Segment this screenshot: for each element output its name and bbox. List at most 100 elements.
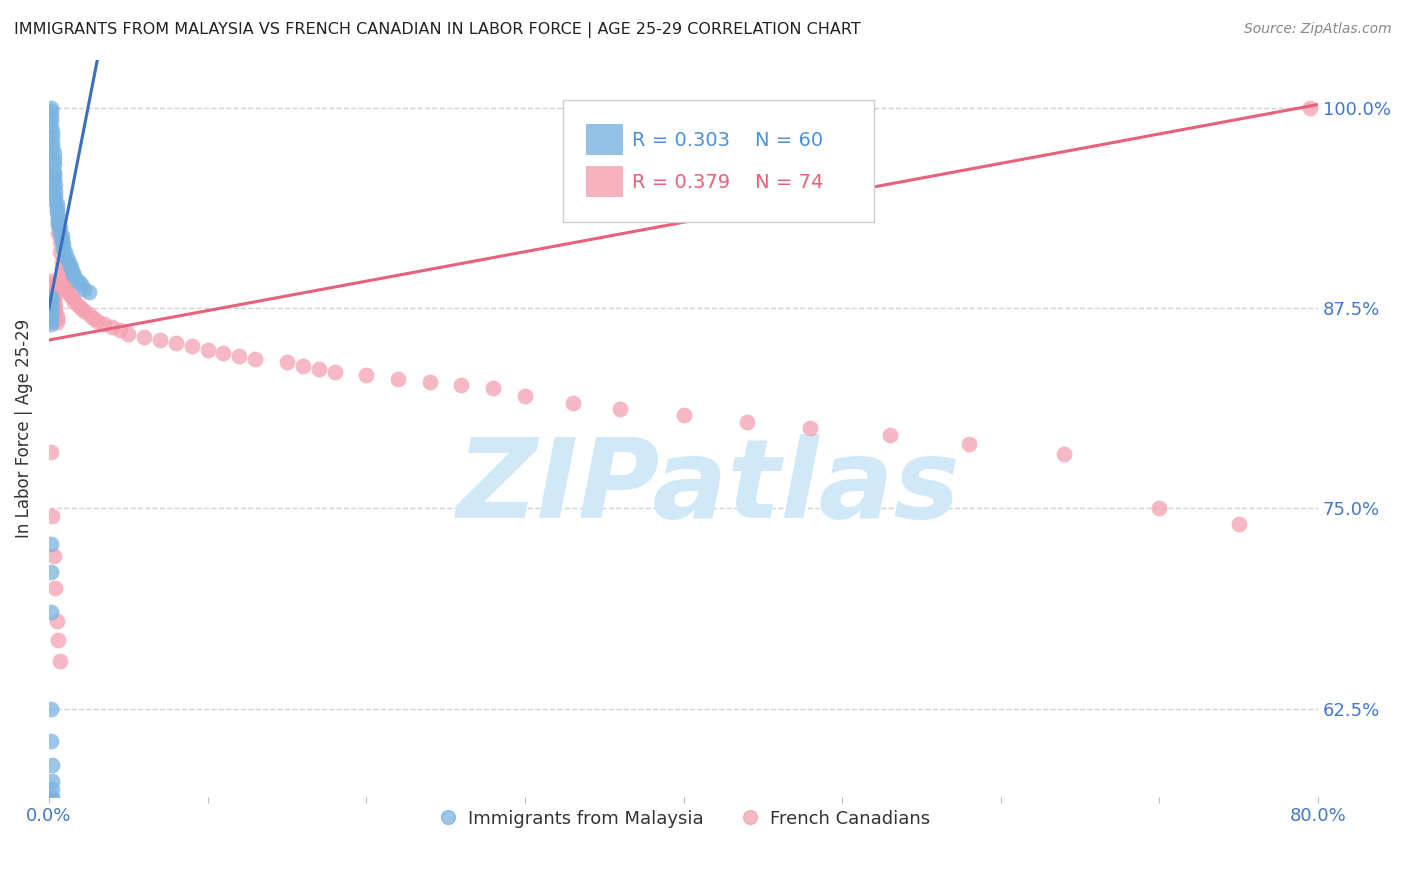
Point	[482, 381, 505, 395]
Point	[41, 773, 63, 788]
Point	[291, 359, 314, 373]
Point	[1227, 517, 1250, 532]
Point	[387, 371, 409, 385]
Point	[51, 260, 73, 275]
Point	[86, 314, 108, 328]
Point	[228, 349, 250, 363]
Point	[51, 228, 73, 243]
Point	[52, 236, 75, 251]
Point	[41, 284, 63, 298]
Point	[49, 226, 72, 240]
Point	[55, 282, 77, 296]
Point	[39, 606, 62, 620]
Point	[39, 274, 62, 288]
Text: R = 0.379    N = 74: R = 0.379 N = 74	[631, 173, 823, 192]
Point	[197, 343, 219, 357]
Point	[41, 789, 63, 804]
Point	[39, 566, 62, 580]
Point	[110, 323, 132, 337]
Point	[41, 509, 63, 524]
Point	[609, 401, 631, 416]
Point	[51, 234, 73, 248]
Point	[49, 235, 72, 250]
Point	[1149, 501, 1171, 516]
Point	[93, 317, 115, 331]
Point	[56, 252, 79, 267]
Point	[1299, 101, 1322, 115]
Point	[42, 549, 65, 564]
Point	[39, 277, 62, 291]
Point	[41, 781, 63, 796]
Point	[44, 189, 66, 203]
Point	[44, 306, 66, 320]
Point	[39, 317, 62, 331]
Point	[276, 355, 298, 369]
Point	[63, 268, 86, 283]
Point	[56, 285, 79, 299]
Point	[82, 310, 104, 325]
Point	[323, 365, 346, 379]
Point	[39, 120, 62, 134]
Point	[48, 210, 70, 224]
Text: IMMIGRANTS FROM MALAYSIA VS FRENCH CANADIAN IN LABOR FORCE | AGE 25-29 CORRELATI: IMMIGRANTS FROM MALAYSIA VS FRENCH CANAD…	[14, 22, 860, 38]
FancyBboxPatch shape	[586, 167, 623, 197]
Point	[39, 293, 62, 307]
Point	[44, 302, 66, 317]
Point	[735, 415, 758, 429]
Point	[69, 301, 91, 315]
Point	[356, 368, 378, 383]
Point	[45, 315, 67, 329]
Point	[42, 165, 65, 179]
Point	[41, 757, 63, 772]
Point	[165, 336, 187, 351]
Text: R = 0.303    N = 60: R = 0.303 N = 60	[631, 131, 823, 150]
Point	[39, 701, 62, 715]
Point	[77, 307, 100, 321]
Point	[44, 194, 66, 208]
Point	[41, 280, 63, 294]
Point	[51, 254, 73, 268]
Point	[39, 101, 62, 115]
Point	[39, 306, 62, 320]
Point	[44, 299, 66, 313]
Point	[101, 320, 124, 334]
Point	[73, 282, 96, 296]
Point	[53, 244, 76, 259]
Point	[41, 129, 63, 144]
Point	[62, 292, 84, 306]
Point	[48, 212, 70, 227]
Point	[73, 304, 96, 318]
Point	[66, 274, 89, 288]
Point	[41, 125, 63, 139]
Point	[44, 178, 66, 192]
Point	[513, 389, 536, 403]
Point	[69, 277, 91, 291]
Text: ZIPatlas: ZIPatlas	[457, 434, 960, 541]
Point	[44, 184, 66, 198]
Point	[42, 290, 65, 304]
Point	[39, 314, 62, 328]
Point	[39, 109, 62, 123]
Point	[66, 298, 89, 312]
Point	[48, 226, 70, 240]
Point	[52, 242, 75, 256]
Point	[42, 152, 65, 166]
Point	[45, 312, 67, 326]
Point	[53, 278, 76, 293]
Point	[799, 421, 821, 435]
Point	[48, 216, 70, 230]
Point	[63, 294, 86, 309]
Point	[58, 258, 80, 272]
Point	[45, 309, 67, 323]
Point	[77, 285, 100, 299]
Point	[45, 202, 67, 216]
Point	[149, 333, 172, 347]
Point	[41, 141, 63, 155]
Point	[41, 793, 63, 807]
Point	[39, 309, 62, 323]
Point	[212, 346, 235, 360]
Point	[39, 290, 62, 304]
Y-axis label: In Labor Force | Age 25-29: In Labor Force | Age 25-29	[15, 318, 32, 538]
Point	[44, 582, 66, 596]
FancyBboxPatch shape	[562, 100, 875, 222]
